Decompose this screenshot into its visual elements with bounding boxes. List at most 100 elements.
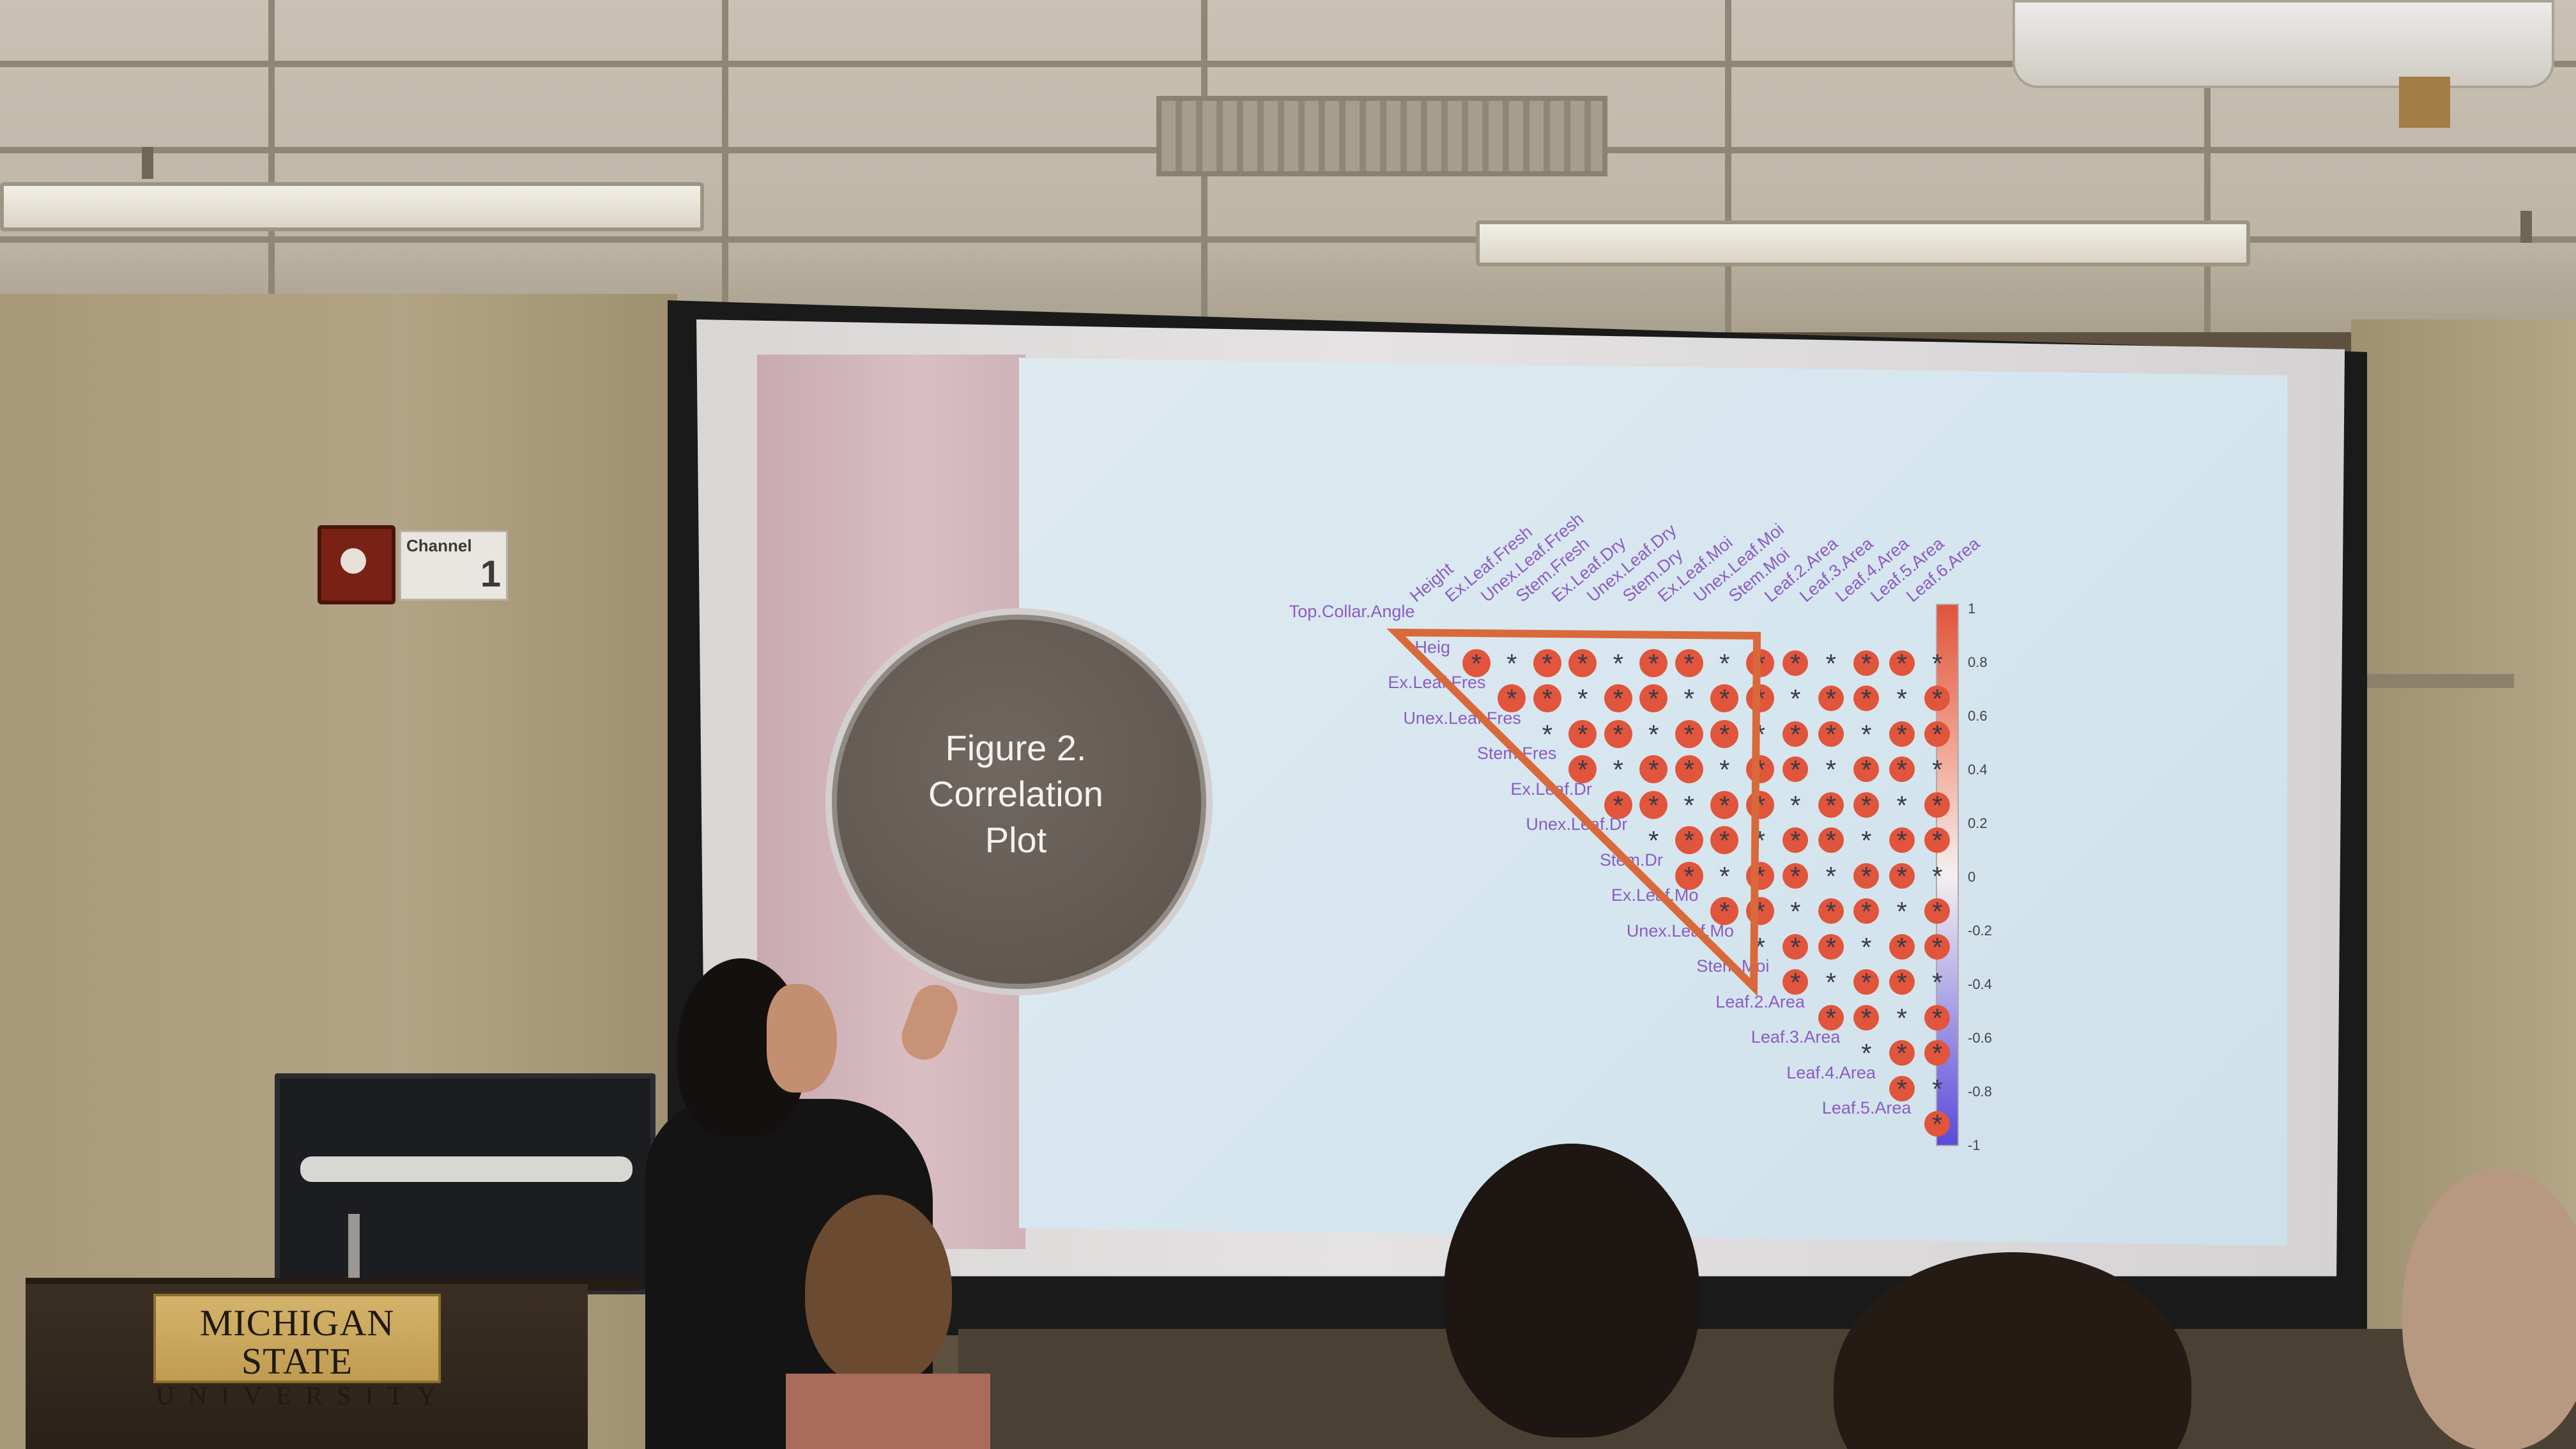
audience-head — [2402, 1169, 2576, 1449]
significance-star: * — [1719, 825, 1730, 855]
significance-star: * — [1825, 825, 1836, 855]
significance-star: * — [1648, 719, 1659, 749]
significance-star: * — [1861, 896, 1872, 926]
significance-star: * — [1790, 967, 1801, 997]
correlation-circle — [1498, 684, 1526, 712]
audience-area — [958, 1329, 2576, 1449]
correlation-circle — [1853, 650, 1880, 676]
significance-star: * — [1613, 790, 1623, 820]
correlation-circle — [1889, 862, 1915, 889]
colorbar-tick-label: -0.6 — [1968, 1030, 1992, 1046]
significance-star: * — [1825, 861, 1836, 891]
correlation-circle — [1675, 648, 1703, 677]
correlation-circle — [1782, 862, 1809, 889]
correlation-circle — [1639, 648, 1668, 677]
sprinkler — [142, 147, 153, 179]
correlation-circle — [1853, 756, 1880, 782]
significance-star: * — [1861, 825, 1872, 855]
hearing-loop-sign: Channel 1 — [399, 530, 508, 601]
correlation-circle — [1818, 792, 1844, 818]
audience-head — [805, 1195, 952, 1386]
row-label: Leaf.4.Area — [1786, 1062, 1876, 1082]
correlation-circle — [1889, 1040, 1915, 1066]
correlation-circle — [1745, 755, 1774, 783]
correlation-circle — [1818, 827, 1844, 853]
significance-star: * — [1825, 719, 1836, 749]
significance-star: * — [1932, 684, 1943, 714]
row-label: Unex.Leaf.Fres — [1403, 708, 1521, 728]
ceiling-grid-line — [0, 61, 2576, 67]
lectern-monitor — [275, 1073, 656, 1294]
correlation-circle — [1818, 686, 1844, 711]
significance-star: * — [1683, 825, 1694, 855]
significance-star: * — [1790, 755, 1801, 785]
ceiling-grid-line — [2204, 0, 2211, 332]
ceiling-light — [1476, 220, 2250, 266]
significance-star: * — [1861, 1002, 1872, 1033]
correlation-circle — [1533, 648, 1561, 677]
correlation-circle — [1889, 756, 1915, 782]
row-label: Leaf.5.Area — [1821, 1098, 1912, 1117]
correlation-circle — [1710, 790, 1739, 819]
significance-star: * — [1542, 684, 1552, 714]
significance-star: * — [1790, 931, 1801, 962]
correlation-circle — [1782, 721, 1809, 747]
correlation-circle — [1604, 790, 1632, 819]
highlight-triangle-shape — [1386, 628, 1761, 997]
significance-star: * — [1932, 1073, 1943, 1104]
correlation-circle — [1782, 650, 1809, 676]
significance-star: * — [1648, 755, 1659, 785]
highlight-triangle — [1386, 628, 1761, 997]
correlation-circle — [1782, 756, 1809, 782]
plaque-line-2: UNIVERSITY — [156, 1381, 450, 1410]
significance-star: * — [1932, 861, 1943, 891]
significance-star: * — [1613, 648, 1623, 678]
significance-star: * — [1790, 825, 1801, 855]
correlation-circle — [1924, 792, 1951, 818]
correlation-circle — [1568, 719, 1597, 748]
ceiling-vent — [1156, 96, 1607, 176]
correlation-circle — [1818, 721, 1844, 747]
significance-star: * — [1506, 684, 1517, 714]
correlation-circle — [1710, 897, 1739, 925]
plaque-line-1: MICHIGAN STATE — [199, 1302, 395, 1382]
correlation-circle — [1924, 898, 1951, 924]
correlation-circle — [1924, 1111, 1951, 1137]
significance-star: * — [1683, 648, 1694, 678]
fire-alarm — [318, 525, 395, 604]
significance-star: * — [1825, 931, 1836, 962]
row-label: Unex.Leaf.Mo — [1626, 921, 1734, 940]
significance-star: * — [1683, 790, 1694, 820]
correlation-circle — [1818, 1004, 1844, 1031]
significance-star: * — [1719, 790, 1730, 820]
correlation-circle — [1889, 721, 1915, 747]
ceiling-grid-line — [722, 0, 728, 332]
projector-mount — [2399, 77, 2450, 128]
significance-star: * — [1932, 931, 1943, 962]
significance-star: * — [1825, 896, 1836, 926]
significance-star: * — [1896, 861, 1907, 891]
significance-star: * — [1613, 684, 1623, 714]
correlation-circle — [1818, 898, 1844, 924]
correlation-circle — [1853, 898, 1880, 924]
significance-star: * — [1932, 967, 1943, 997]
correlation-circle — [1889, 650, 1915, 676]
significance-star: * — [1932, 1109, 1943, 1139]
sign-number: 1 — [480, 553, 501, 595]
significance-star: * — [1577, 684, 1588, 714]
colorbar-tick-label: 1 — [1968, 601, 1976, 617]
correlation-circle — [1889, 933, 1915, 960]
significance-star: * — [1825, 648, 1836, 678]
significance-star: * — [1896, 648, 1907, 678]
significance-star: * — [1861, 719, 1872, 749]
significance-star: * — [1932, 719, 1943, 749]
university-plaque: MICHIGAN STATE UNIVERSITY — [153, 1294, 441, 1410]
significance-star: * — [1613, 719, 1623, 749]
significance-star: * — [1790, 790, 1801, 820]
significance-star: * — [1932, 1002, 1943, 1033]
ceiling-grid-line — [268, 0, 275, 332]
correlation-circle — [1675, 826, 1703, 854]
correlation-circle — [1853, 969, 1880, 995]
significance-star: * — [1719, 719, 1730, 749]
